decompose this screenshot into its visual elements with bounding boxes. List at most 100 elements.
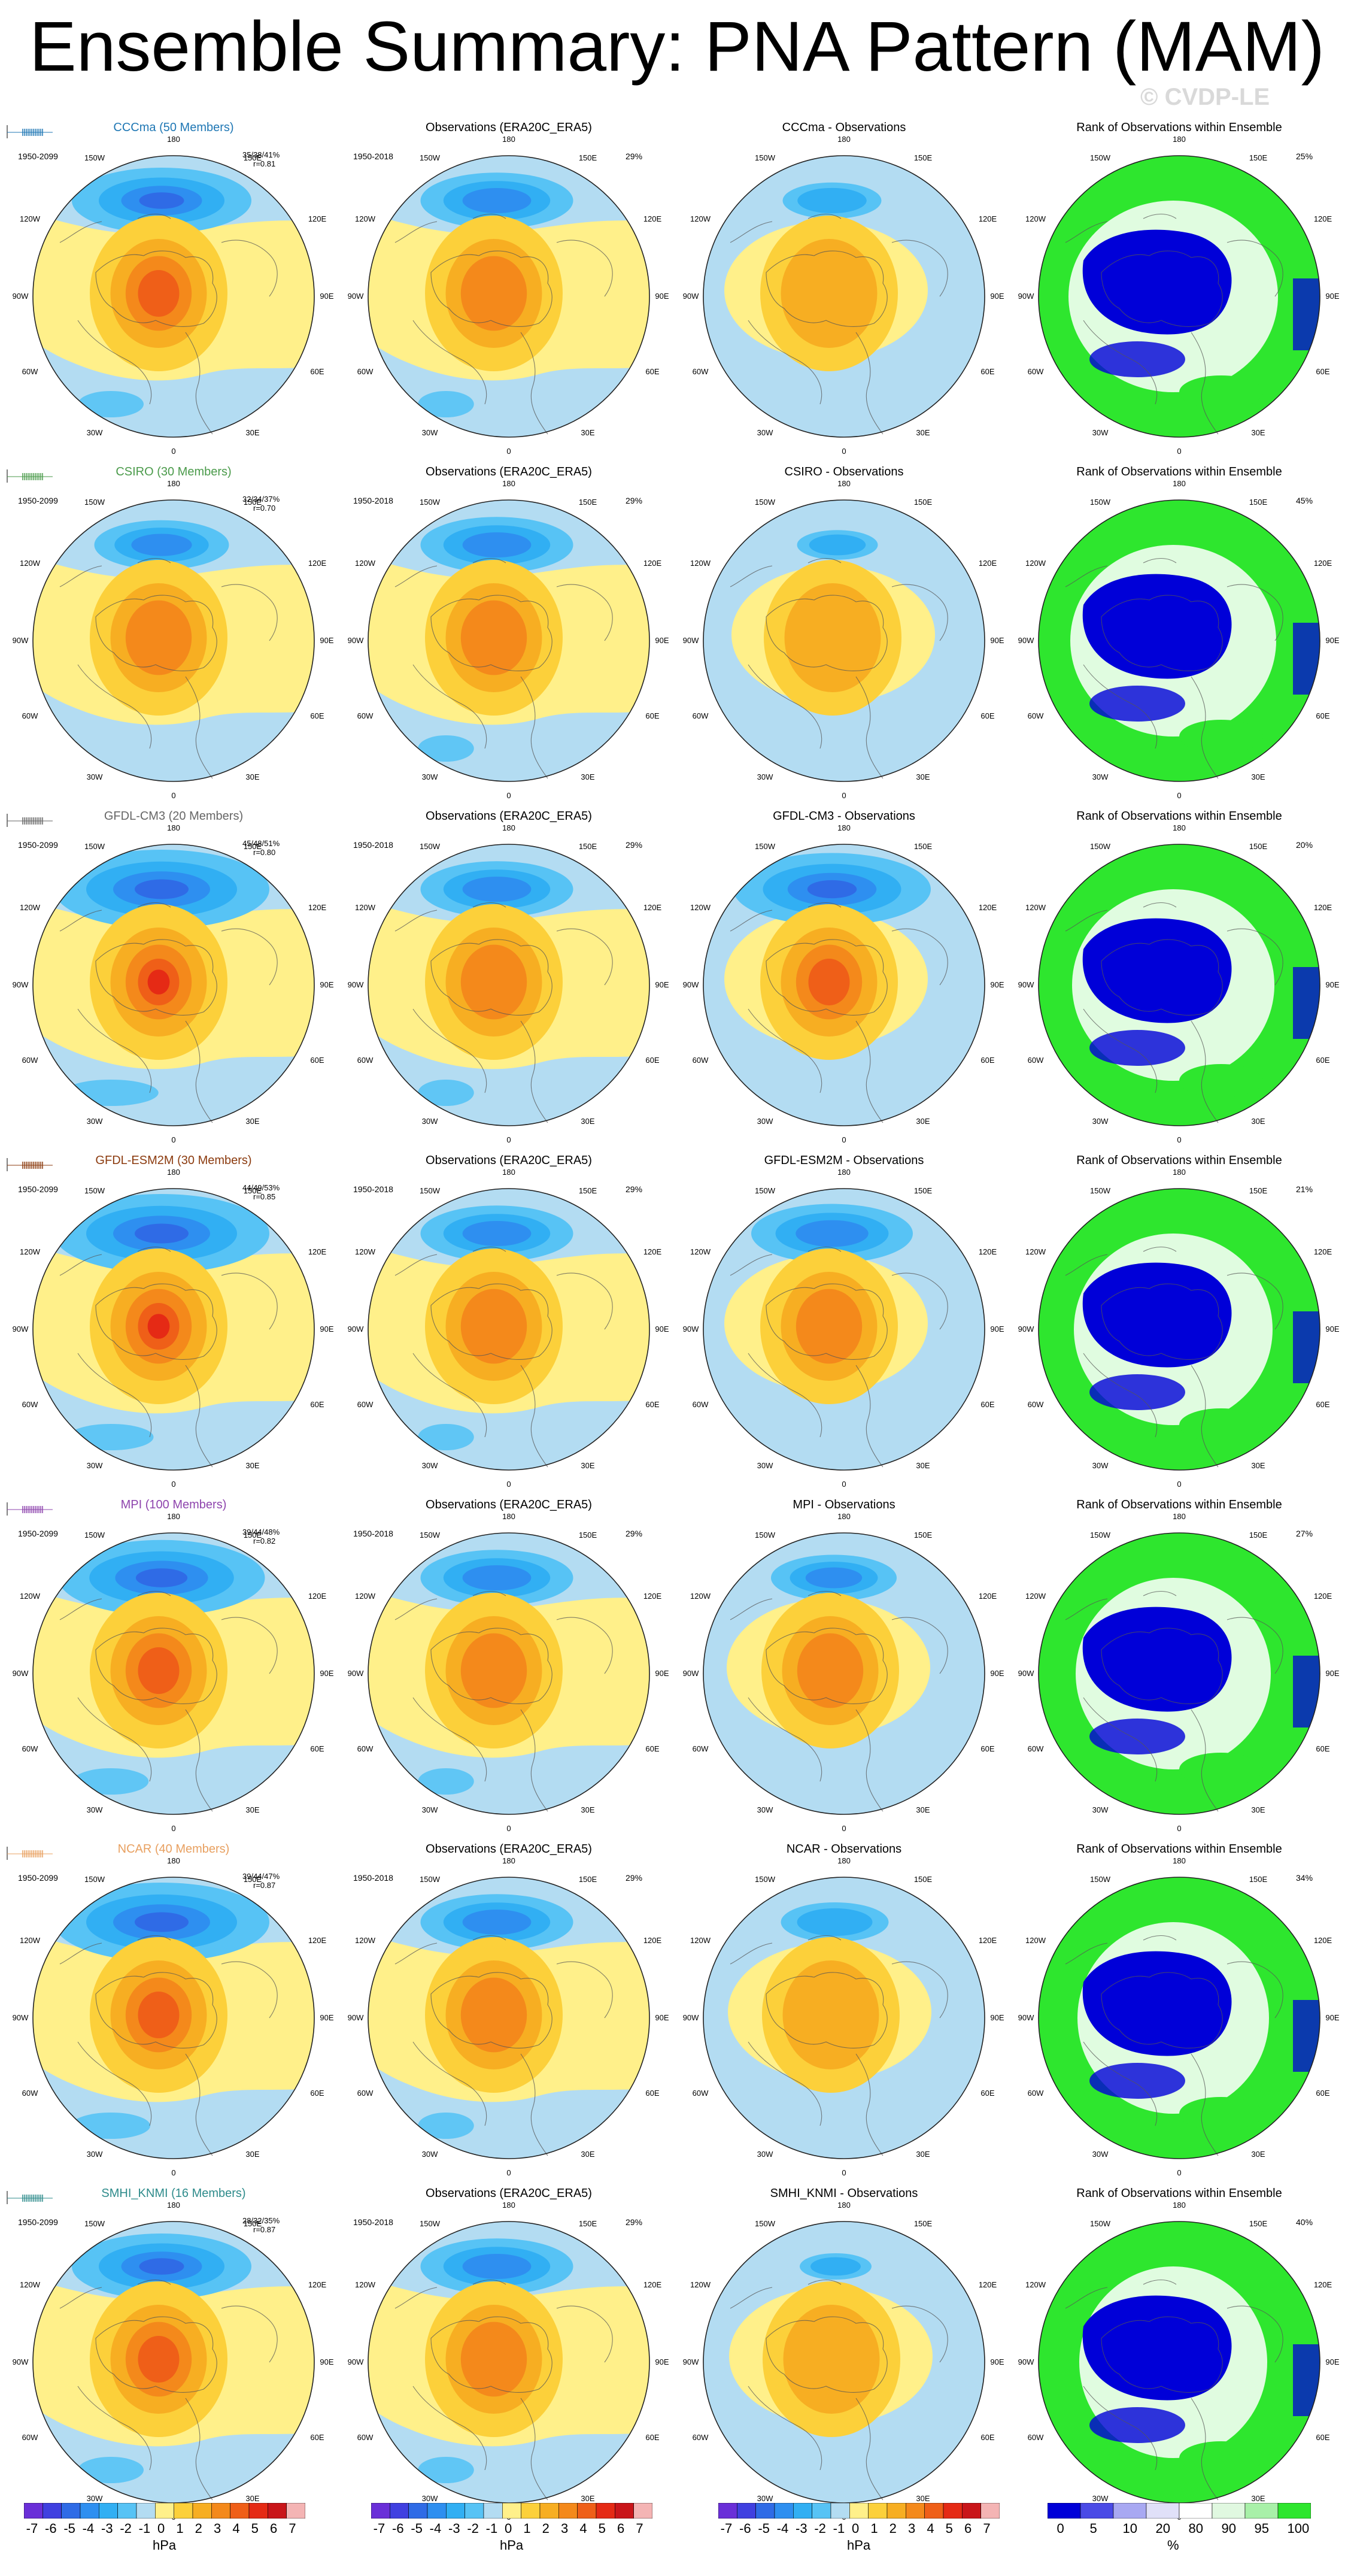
map-label-120w: 120W xyxy=(1025,214,1046,223)
period-label: 1950-2018 xyxy=(353,151,393,161)
colorbar-tick-label: -3 xyxy=(101,2521,113,2536)
map-label-120w: 120W xyxy=(690,1247,711,1256)
panel-rank-row-6: 180 150W 150E 120W 120E 90W 90E 60W 60E 30W 30E 0 Ra… xyxy=(1012,1842,1347,2180)
map-label-60w: 60W xyxy=(357,711,374,720)
map-label-180: 180 xyxy=(837,823,851,832)
map-label-60w: 60W xyxy=(693,1400,709,1409)
period-label: 1950-2099 xyxy=(18,496,58,505)
map-label-150e: 150E xyxy=(244,1531,262,1539)
map-label-120w: 120W xyxy=(1025,1592,1046,1601)
map-label-60w: 60W xyxy=(22,2433,38,2442)
colorbar-swatch xyxy=(1179,2503,1213,2519)
map-label-0: 0 xyxy=(171,1135,175,1144)
map-label-60e: 60E xyxy=(310,367,324,376)
map-label-120e: 120E xyxy=(979,559,997,568)
panel-diff-row-2: 180 150W 150E 120W 120E 90W 90E 60W 60E 30W 30E 0 CS… xyxy=(676,465,1012,802)
panel-rank-row-4: 180 150W 150E 120W 120E 90W 90E 60W 60E 30W 30E 0 Ra… xyxy=(1012,1154,1347,1491)
map-label-120e: 120E xyxy=(643,1247,662,1256)
colorbar-tick-label: 7 xyxy=(636,2521,643,2536)
map-label-30w: 30W xyxy=(757,2494,773,2503)
map-label-30w: 30W xyxy=(422,1461,438,1470)
map-label-180: 180 xyxy=(502,1512,515,1521)
period-label: 1950-2099 xyxy=(18,840,58,850)
colorbar-tick-label: 5 xyxy=(598,2521,606,2536)
colorbar-swatch xyxy=(755,2503,775,2519)
map-label-180: 180 xyxy=(837,479,851,488)
map-label-90e: 90E xyxy=(1325,2357,1339,2366)
map-label-150w: 150W xyxy=(755,1531,776,1539)
colorbar-swatch xyxy=(230,2503,250,2519)
map-label-90w: 90W xyxy=(1018,2357,1034,2366)
map-label-30e: 30E xyxy=(581,1805,594,1814)
map-label-30e: 30E xyxy=(245,1461,259,1470)
panel-title: GFDL-ESM2M (30 Members) xyxy=(95,1154,252,1167)
colorbar-tick-label: 5 xyxy=(1089,2521,1097,2536)
map-label-90w: 90W xyxy=(13,292,29,301)
map-label-30e: 30E xyxy=(245,772,259,781)
map-label-90e: 90E xyxy=(655,636,669,645)
colorbar-tick-label: 3 xyxy=(908,2521,916,2536)
colorbar-swatch xyxy=(812,2503,831,2519)
map-label-30e: 30E xyxy=(916,2494,930,2503)
map-label-90e: 90E xyxy=(1325,1669,1339,1678)
map-label-90w: 90W xyxy=(1018,2013,1034,2022)
panel-title: Rank of Observations within Ensemble xyxy=(1076,1498,1282,1511)
map-label-120w: 120W xyxy=(20,903,41,912)
map-label-180: 180 xyxy=(1173,135,1186,144)
map-label-120w: 120W xyxy=(690,214,711,223)
panel-diff-row-6: 180 150W 150E 120W 120E 90W 90E 60W 60E 30W 30E 0 NC… xyxy=(676,1842,1012,2180)
panel-rank-row-7: 180150W150E120W120E90W90E60W60E30W30E0Ra… xyxy=(1012,2187,1347,2524)
map-label-90e: 90E xyxy=(320,636,333,645)
map-label-30w: 30W xyxy=(757,1461,773,1470)
map-label-0: 0 xyxy=(171,447,175,456)
map-label-60w: 60W xyxy=(357,367,374,376)
colorbar-tick-label: 0 xyxy=(1057,2521,1064,2536)
explained-variance: 29% xyxy=(626,2217,643,2227)
panel-title: Observations (ERA20C_ERA5) xyxy=(426,465,592,478)
map-label-180: 180 xyxy=(837,1512,851,1521)
colorbar-swatch xyxy=(830,2503,850,2519)
map-label-30w: 30W xyxy=(757,772,773,781)
map-label-30e: 30E xyxy=(1251,1117,1265,1126)
panel-title: GFDL-CM3 (20 Members) xyxy=(104,810,244,823)
panel-model-row-2: 180 150W 150E 120W 120E 90W 90E 60W 60E 30W 30E 0 CS… xyxy=(6,465,341,802)
map-label-30w: 30W xyxy=(422,1805,438,1814)
map-label-30w: 30W xyxy=(757,428,773,437)
colorbar-tick-label: 2 xyxy=(889,2521,897,2536)
map-label-60e: 60E xyxy=(310,1744,324,1753)
map-label-60w: 60W xyxy=(22,1056,38,1065)
map-label-90w: 90W xyxy=(13,2013,29,2022)
map-label-120e: 120E xyxy=(643,903,662,912)
map-label-150w: 150W xyxy=(420,2219,441,2228)
panel-obs-row-4: 180 150W 150E 120W 120E 90W 90E 60W 60E 30W 30E 0 Ob… xyxy=(341,1154,676,1491)
map-label-30e: 30E xyxy=(581,1117,594,1126)
map-label-150w: 150W xyxy=(755,1186,776,1195)
map-label-30e: 30E xyxy=(916,1805,930,1814)
ensemble-spread-icon xyxy=(7,1502,53,1516)
colorbar-swatch xyxy=(737,2503,756,2519)
map-label-60e: 60E xyxy=(645,1744,659,1753)
colorbar-tick-label: -1 xyxy=(138,2521,151,2536)
panel-obs-row-6: 180 150W 150E 120W 120E 90W 90E 60W 60E 30W 30E 0 Ob… xyxy=(341,1842,676,2180)
map-label-120e: 120E xyxy=(643,214,662,223)
map-label-180: 180 xyxy=(1173,1512,1186,1521)
colorbar-tick-label: 1 xyxy=(523,2521,531,2536)
colorbar-tick-label: -5 xyxy=(411,2521,423,2536)
map-label-120w: 120W xyxy=(20,214,41,223)
map-label-60w: 60W xyxy=(1028,2089,1044,2098)
colorbar-swatch xyxy=(868,2503,888,2519)
map-label-90e: 90E xyxy=(990,2013,1004,2022)
map-label-60e: 60E xyxy=(310,1400,324,1409)
panel-title: SMHI_KNMI (16 Members) xyxy=(101,2187,246,2200)
colorbar-tick-label: -1 xyxy=(833,2521,845,2536)
map-label-150w: 150W xyxy=(1090,498,1111,507)
map-label-0: 0 xyxy=(842,791,846,800)
map-label-60e: 60E xyxy=(1316,711,1329,720)
panel-obs-row-7: 180150W150E120W120E90W90E60W60E30W30E0Ob… xyxy=(341,2187,676,2524)
rank-percentage: 21% xyxy=(1296,1184,1313,1194)
explained-variance: 29% xyxy=(626,1184,643,1194)
colorbar-swatch xyxy=(906,2503,925,2519)
map-label-150w: 150W xyxy=(84,1531,105,1539)
panel-title: CSIRO (30 Members) xyxy=(116,465,232,478)
map-label-150w: 150W xyxy=(84,1186,105,1195)
